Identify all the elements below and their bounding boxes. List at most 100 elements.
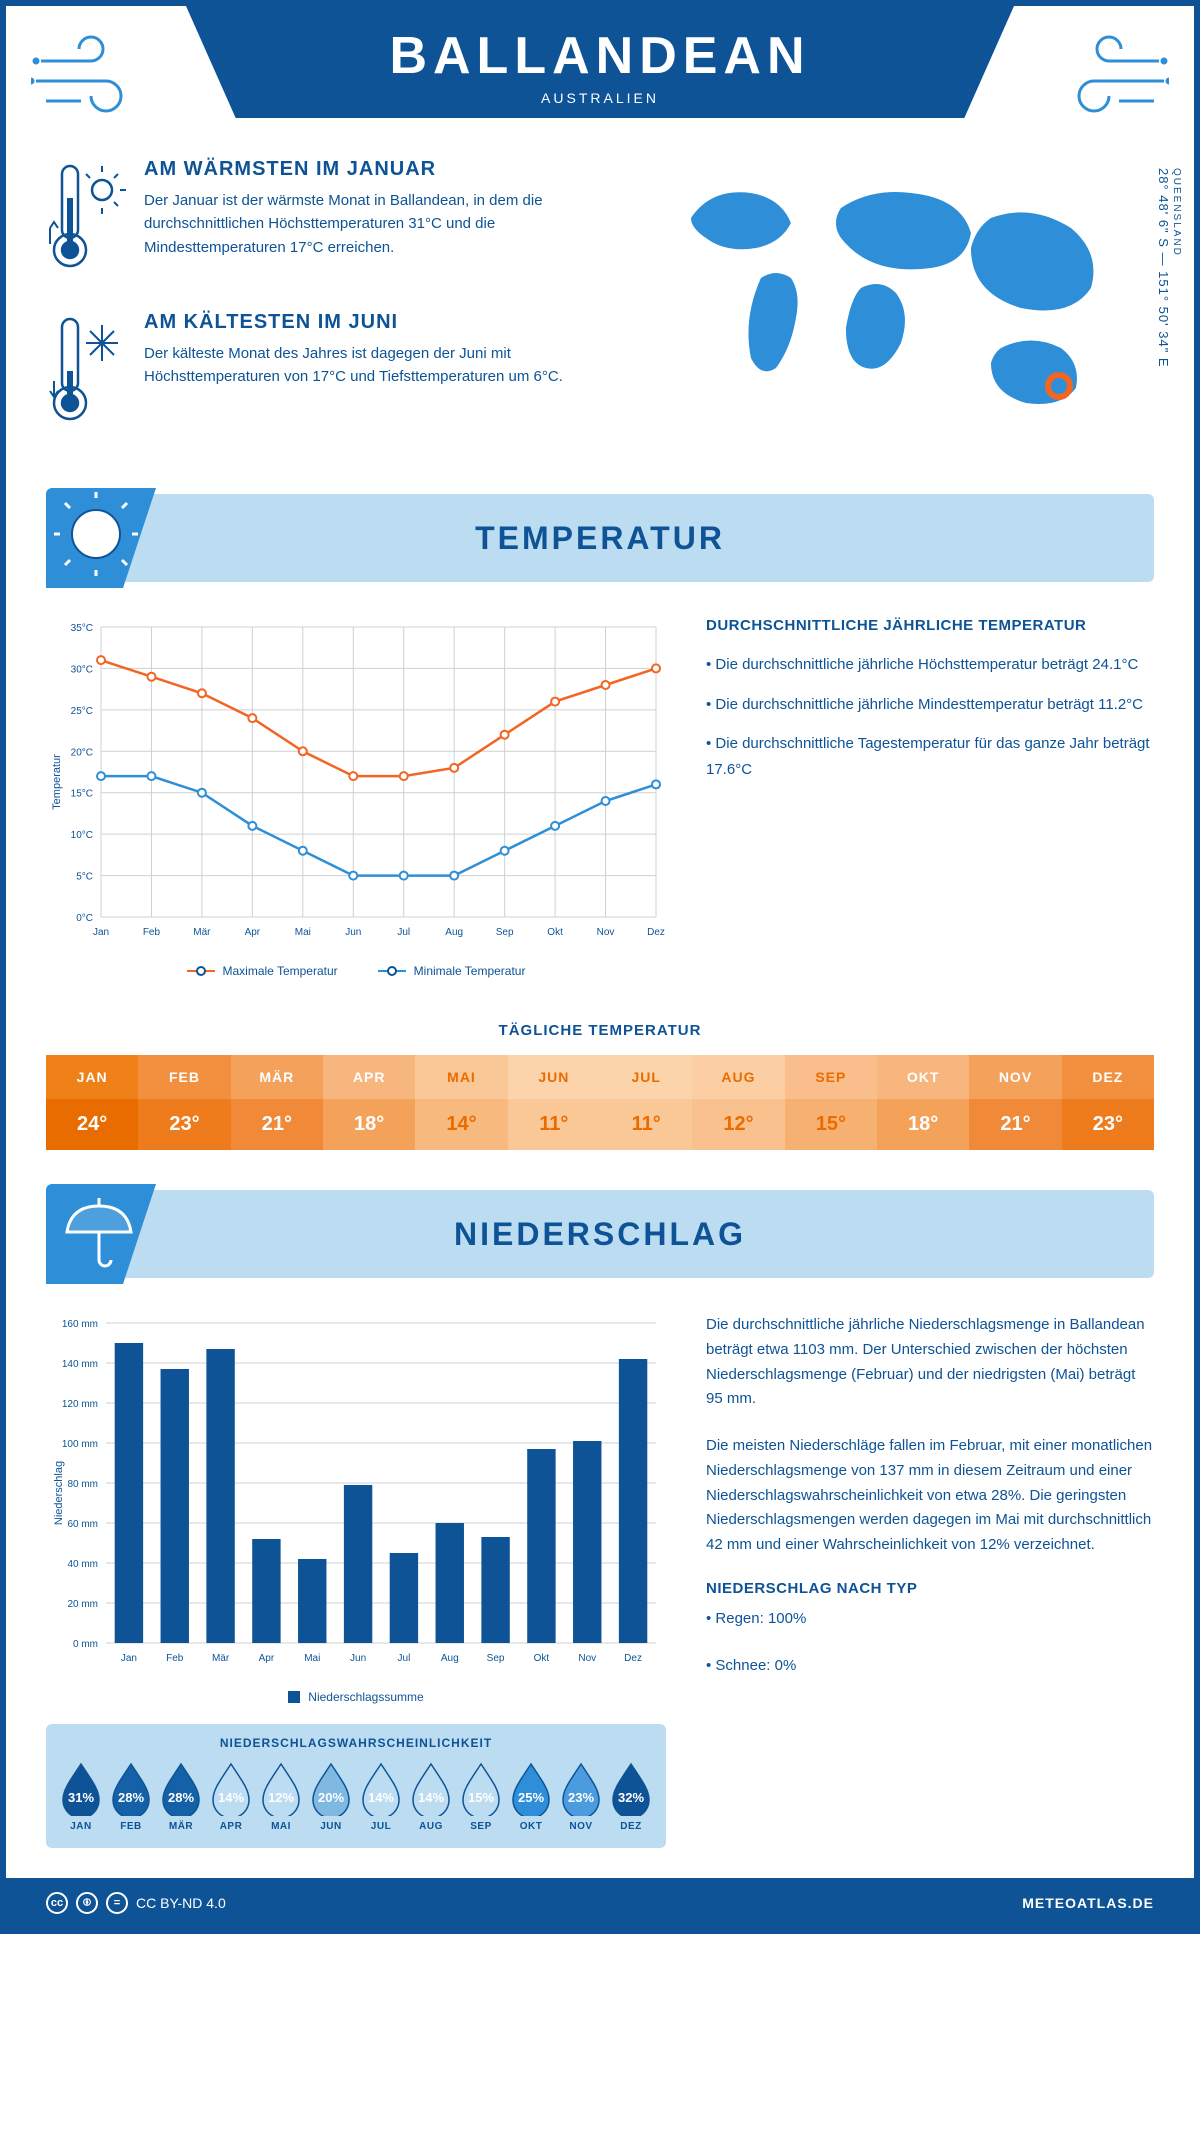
prob-drop: 15% SEP	[459, 1762, 503, 1832]
temp-cell: 21°	[231, 1099, 323, 1150]
temp-cell: 14°	[415, 1099, 507, 1150]
site-name: METEOATLAS.DE	[1022, 1895, 1154, 1911]
precipitation-banner: NIEDERSCHLAG	[46, 1190, 1154, 1278]
daily-temp-title: TÄGLICHE TEMPERATUR	[6, 1022, 1194, 1039]
svg-text:Nov: Nov	[597, 927, 615, 938]
svg-text:Dez: Dez	[647, 927, 665, 938]
prob-drop: 23% NOV	[559, 1762, 603, 1832]
svg-text:0°C: 0°C	[76, 913, 93, 924]
svg-text:23%: 23%	[568, 1790, 594, 1805]
svg-text:Sep: Sep	[496, 927, 514, 938]
svg-text:0 mm: 0 mm	[73, 1639, 98, 1650]
svg-text:Mai: Mai	[304, 1653, 320, 1664]
svg-text:14%: 14%	[418, 1790, 444, 1805]
svg-text:Mär: Mär	[193, 927, 211, 938]
temp-cell: 23°	[138, 1099, 230, 1150]
svg-text:Aug: Aug	[441, 1653, 459, 1664]
probability-box: NIEDERSCHLAGSWAHRSCHEINLICHKEIT 31% JAN …	[46, 1724, 666, 1848]
month-header: JAN	[46, 1055, 138, 1099]
svg-text:Okt: Okt	[547, 927, 563, 938]
prob-title: NIEDERSCHLAGSWAHRSCHEINLICHKEIT	[56, 1736, 656, 1750]
warmest-title: AM WÄRMSTEN IM JANUAR	[144, 158, 598, 181]
month-header: DEZ	[1062, 1055, 1154, 1099]
location-title: BALLANDEAN	[186, 26, 1014, 86]
prob-drop: 32% DEZ	[609, 1762, 653, 1832]
temp-stat: • Die durchschnittliche Tagestemperatur …	[706, 731, 1154, 782]
svg-text:60 mm: 60 mm	[67, 1519, 98, 1530]
prob-drop: 25% OKT	[509, 1762, 553, 1832]
month-header: MÄR	[231, 1055, 323, 1099]
page-header: BALLANDEAN AUSTRALIEN	[186, 6, 1014, 118]
temperature-line-chart: 0°C5°C10°C15°C20°C25°C30°C35°CJanFebMärA…	[46, 617, 666, 947]
svg-text:Jan: Jan	[121, 1653, 137, 1664]
svg-text:Mai: Mai	[295, 927, 311, 938]
svg-text:Okt: Okt	[534, 1653, 550, 1664]
month-header: JUL	[600, 1055, 692, 1099]
thermometer-cold-icon	[46, 311, 126, 431]
temp-cell: 12°	[692, 1099, 784, 1150]
month-header: NOV	[969, 1055, 1061, 1099]
temperature-title: TEMPERATUR	[475, 520, 725, 557]
prec-legend: Niederschlagssumme	[46, 1690, 666, 1704]
prob-drop: 28% MÄR	[159, 1762, 203, 1832]
svg-text:Jul: Jul	[398, 1653, 411, 1664]
prob-drop: 31% JAN	[59, 1762, 103, 1832]
temp-cell: 18°	[323, 1099, 415, 1150]
svg-text:12%: 12%	[268, 1790, 294, 1805]
temp-cell: 24°	[46, 1099, 138, 1150]
svg-text:14%: 14%	[218, 1790, 244, 1805]
svg-text:160 mm: 160 mm	[62, 1319, 98, 1330]
world-map	[628, 158, 1154, 438]
temp-cell: 15°	[785, 1099, 877, 1150]
warmest-block: AM WÄRMSTEN IM JANUAR Der Januar ist der…	[46, 158, 598, 283]
month-header: SEP	[785, 1055, 877, 1099]
svg-text:Apr: Apr	[245, 927, 261, 938]
temp-cell: 18°	[877, 1099, 969, 1150]
coldest-text: Der kälteste Monat des Jahres ist dagege…	[144, 342, 598, 389]
warmest-text: Der Januar ist der wärmste Monat in Ball…	[144, 189, 598, 259]
prec-type-snow: • Schnee: 0%	[706, 1654, 1154, 1679]
temp-cell: 23°	[1062, 1099, 1154, 1150]
svg-text:Apr: Apr	[259, 1653, 275, 1664]
wind-icon	[31, 31, 151, 121]
svg-text:Aug: Aug	[445, 927, 463, 938]
svg-text:14%: 14%	[368, 1790, 394, 1805]
temp-stat: • Die durchschnittliche jährliche Höchst…	[706, 652, 1154, 678]
prob-drop: 28% FEB	[109, 1762, 153, 1832]
svg-text:Feb: Feb	[166, 1653, 184, 1664]
coordinates: QUEENSLAND28° 48' 6" S — 151° 50' 34" E	[1156, 168, 1182, 368]
svg-text:25%: 25%	[518, 1790, 544, 1805]
svg-text:80 mm: 80 mm	[67, 1479, 98, 1490]
svg-text:30°C: 30°C	[71, 664, 93, 675]
svg-text:35°C: 35°C	[71, 623, 93, 634]
prec-type-rain: • Regen: 100%	[706, 1607, 1154, 1632]
temp-cell: 11°	[508, 1099, 600, 1150]
svg-text:Nov: Nov	[578, 1653, 596, 1664]
month-header: MAI	[415, 1055, 507, 1099]
page-footer: cc 🅯 = CC BY-ND 4.0 METEOATLAS.DE	[6, 1878, 1194, 1928]
svg-text:Jul: Jul	[397, 927, 410, 938]
svg-text:32%: 32%	[618, 1790, 644, 1805]
prob-drop: 14% JUL	[359, 1762, 403, 1832]
temperature-banner: TEMPERATUR	[46, 494, 1154, 582]
svg-text:Jun: Jun	[345, 927, 361, 938]
svg-text:Dez: Dez	[624, 1653, 642, 1664]
svg-text:15%: 15%	[468, 1790, 494, 1805]
month-header: JUN	[508, 1055, 600, 1099]
month-header: APR	[323, 1055, 415, 1099]
month-header: OKT	[877, 1055, 969, 1099]
daily-temp-table: JANFEBMÄRAPRMAIJUNJULAUGSEPOKTNOVDEZ24°2…	[46, 1055, 1154, 1150]
svg-text:40 mm: 40 mm	[67, 1559, 98, 1570]
prec-text: Die durchschnittliche jährliche Niedersc…	[706, 1313, 1154, 1412]
precipitation-title: NIEDERSCHLAG	[454, 1216, 746, 1253]
svg-text:Sep: Sep	[487, 1653, 505, 1664]
svg-text:100 mm: 100 mm	[62, 1439, 98, 1450]
svg-text:5°C: 5°C	[76, 872, 93, 883]
prob-drop: 14% APR	[209, 1762, 253, 1832]
location-country: AUSTRALIEN	[186, 90, 1014, 106]
temp-stats-title: DURCHSCHNITTLICHE JÄHRLICHE TEMPERATUR	[706, 617, 1154, 634]
svg-text:Jun: Jun	[350, 1653, 366, 1664]
temp-cell: 11°	[600, 1099, 692, 1150]
svg-text:10°C: 10°C	[71, 830, 93, 841]
svg-text:25°C: 25°C	[71, 706, 93, 717]
